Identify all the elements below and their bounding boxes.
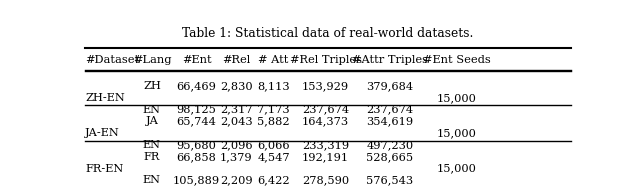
Text: JA: JA (145, 117, 158, 126)
Text: #Rel: #Rel (222, 55, 250, 65)
Text: # Att: # Att (259, 55, 289, 65)
Text: 153,929: 153,929 (302, 81, 349, 91)
Text: 192,191: 192,191 (302, 152, 349, 162)
Text: 1,379: 1,379 (220, 152, 253, 162)
Text: 2,096: 2,096 (220, 140, 253, 150)
Text: EN: EN (143, 175, 161, 185)
Text: 105,889: 105,889 (173, 175, 220, 185)
Text: 354,619: 354,619 (367, 117, 413, 126)
Text: #Attr Triples: #Attr Triples (352, 55, 428, 65)
Text: 15,000: 15,000 (437, 163, 477, 173)
Text: ZH: ZH (143, 81, 161, 91)
Text: 2,317: 2,317 (220, 105, 253, 115)
Text: #Dataset: #Dataset (85, 55, 139, 65)
Text: Table 1: Statistical data of real-world datasets.: Table 1: Statistical data of real-world … (182, 27, 474, 40)
Text: 164,373: 164,373 (302, 117, 349, 126)
Text: 5,882: 5,882 (257, 117, 290, 126)
Text: 2,209: 2,209 (220, 175, 253, 185)
Text: 379,684: 379,684 (367, 81, 413, 91)
Text: 237,674: 237,674 (302, 105, 349, 115)
Text: 65,744: 65,744 (177, 117, 216, 126)
Text: #Ent: #Ent (182, 55, 211, 65)
Text: FR-EN: FR-EN (85, 163, 124, 173)
Text: #Rel Triples: #Rel Triples (289, 55, 362, 65)
Text: #Ent Seeds: #Ent Seeds (423, 55, 491, 65)
Text: 233,319: 233,319 (302, 140, 349, 150)
Text: 528,665: 528,665 (367, 152, 413, 162)
Text: 2,830: 2,830 (220, 81, 253, 91)
Text: 15,000: 15,000 (437, 93, 477, 103)
Text: 278,590: 278,590 (302, 175, 349, 185)
Text: EN: EN (143, 105, 161, 115)
Text: 576,543: 576,543 (367, 175, 413, 185)
Text: FR: FR (144, 152, 160, 162)
Text: #Lang: #Lang (132, 55, 171, 65)
Text: 497,230: 497,230 (367, 140, 413, 150)
Text: 7,173: 7,173 (257, 105, 290, 115)
Text: 98,125: 98,125 (177, 105, 216, 115)
Text: 66,469: 66,469 (177, 81, 216, 91)
Text: EN: EN (143, 140, 161, 150)
Text: 6,422: 6,422 (257, 175, 290, 185)
Text: 6,066: 6,066 (257, 140, 290, 150)
Text: JA-EN: JA-EN (85, 128, 120, 138)
Text: 4,547: 4,547 (257, 152, 290, 162)
Text: 237,674: 237,674 (367, 105, 413, 115)
Text: 66,858: 66,858 (177, 152, 216, 162)
Text: 8,113: 8,113 (257, 81, 290, 91)
Text: 2,043: 2,043 (220, 117, 253, 126)
Text: 95,680: 95,680 (177, 140, 216, 150)
Text: ZH-EN: ZH-EN (85, 93, 125, 103)
Text: 15,000: 15,000 (437, 128, 477, 138)
